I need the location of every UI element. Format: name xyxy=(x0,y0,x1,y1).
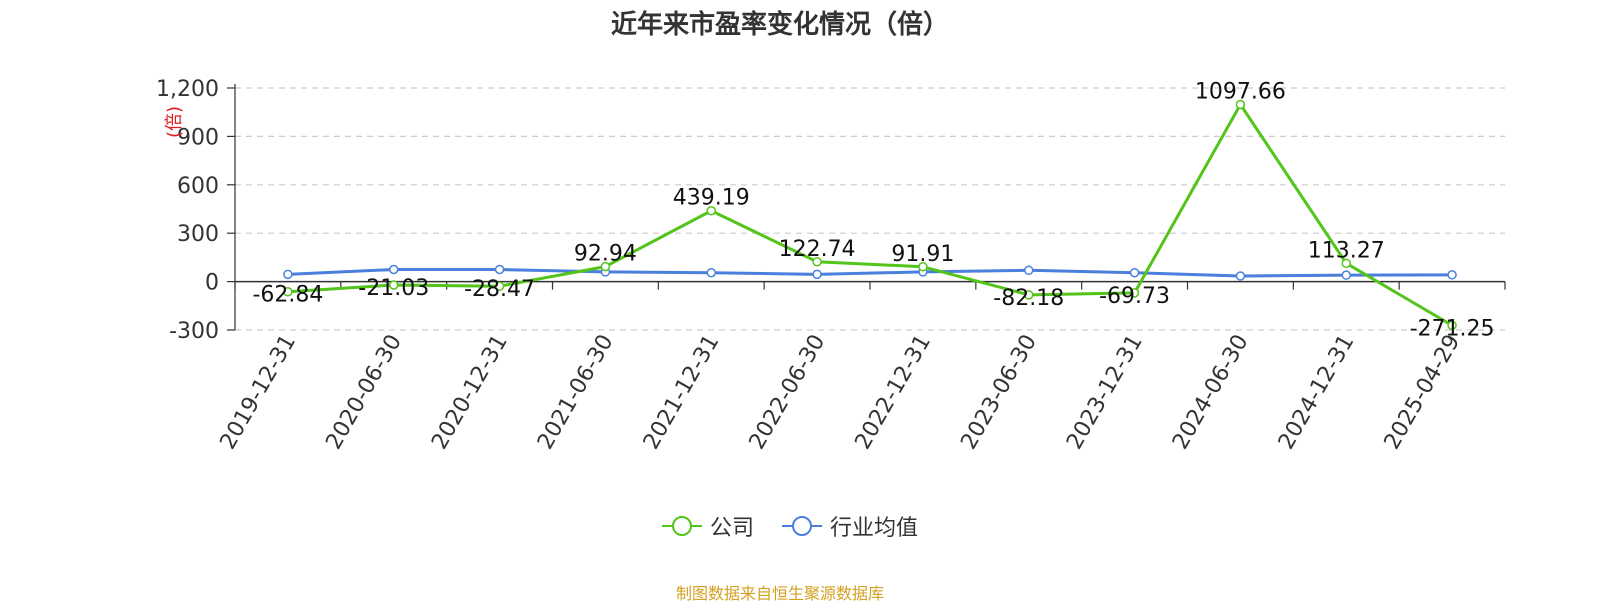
data-point-industry-average[interactable] xyxy=(389,264,399,275)
data-label-company: 1097.66 xyxy=(1195,80,1286,105)
data-point-company[interactable] xyxy=(1129,288,1140,298)
x-tick-label: 2020-06-30 xyxy=(321,331,407,454)
x-tick-label: 2022-06-30 xyxy=(745,331,831,454)
data-point-company[interactable] xyxy=(600,261,611,272)
data-label-company: -82.18 xyxy=(993,286,1064,311)
data-label-company: -28.47 xyxy=(464,277,535,302)
data-labels: -62.84 -21.03 -28.47 92.94 439.19 122.74 91.91… xyxy=(252,80,1494,342)
data-point-industry-average[interactable] xyxy=(1447,270,1457,280)
x-tick-label: 2023-06-30 xyxy=(956,331,1042,454)
data-point-company[interactable] xyxy=(389,280,399,290)
source-note: 制图数据来自恒生聚源数据库 xyxy=(675,584,884,603)
x-tick-label: 2024-06-30 xyxy=(1168,331,1254,454)
data-point-company[interactable] xyxy=(1341,258,1351,269)
data-label-company: -69.73 xyxy=(1099,284,1170,309)
legend-item-industry-average[interactable]: 行业均值 xyxy=(782,510,918,542)
legend-item-company[interactable]: 公司 xyxy=(661,510,754,542)
y-tick-label: -300 xyxy=(169,319,219,344)
x-tick-label: 2020-12-31 xyxy=(427,331,513,454)
data-point-industry-average[interactable] xyxy=(494,264,505,275)
data-label-company: 122.74 xyxy=(779,237,856,262)
x-tick-label: 2021-12-31 xyxy=(639,331,725,454)
data-point-company[interactable] xyxy=(706,205,716,216)
x-tick-label: 2023-12-31 xyxy=(1062,331,1148,454)
data-point-industry-average[interactable] xyxy=(283,269,293,280)
y-tick-label: 900 xyxy=(177,125,219,150)
legend-company-marker-icon xyxy=(661,516,702,536)
data-label-company: 91.91 xyxy=(891,242,954,267)
data-point-company[interactable] xyxy=(283,286,293,297)
x-tick-label: 2024-12-31 xyxy=(1274,331,1360,454)
data-point-industry-average[interactable] xyxy=(706,267,716,278)
data-point-company[interactable] xyxy=(494,281,505,291)
data-label-company: 439.19 xyxy=(673,186,750,211)
x-tick-label: 2025-04-29 xyxy=(1380,331,1466,454)
data-point-company[interactable] xyxy=(1024,290,1034,300)
data-point-company[interactable] xyxy=(1235,99,1246,110)
data-point-industry-average[interactable] xyxy=(1129,267,1140,278)
data-point-industry-average[interactable] xyxy=(812,269,822,280)
data-label-company: -62.84 xyxy=(252,283,323,308)
series-lines xyxy=(283,99,1457,331)
y-tick-label: 600 xyxy=(177,174,219,199)
axes: -300 0 300 600 900 1,200 (倍) 2019-12-31 2020-06-… xyxy=(156,77,1506,454)
grid-lines xyxy=(235,87,1505,331)
chart-title: 近年来市盈率变化情况（倍） xyxy=(610,10,949,40)
data-point-company[interactable] xyxy=(918,262,928,272)
x-tick-label: 2019-12-31 xyxy=(216,331,302,454)
data-label-company: 92.94 xyxy=(574,242,637,267)
x-tick-label: 2022-12-31 xyxy=(851,331,937,454)
legend-industry-label: 行业均值 xyxy=(830,516,919,541)
legend-company-label: 公司 xyxy=(709,516,754,541)
data-point-company[interactable] xyxy=(812,257,822,267)
data-point-company[interactable] xyxy=(1447,320,1457,331)
legend: 公司 行业均值 xyxy=(0,510,1580,542)
data-point-industry-average[interactable] xyxy=(1235,271,1246,281)
series-line-company xyxy=(287,103,1453,327)
data-label-company: 113.27 xyxy=(1308,238,1385,263)
x-tick-label: 2021-06-30 xyxy=(533,331,619,454)
data-point-industry-average[interactable] xyxy=(1341,270,1351,280)
legend-industry-marker-icon xyxy=(782,516,822,536)
y-tick-label: 0 xyxy=(205,271,219,296)
y-tick-label: 300 xyxy=(177,222,219,247)
data-label-company: -21.03 xyxy=(358,276,429,301)
y-axis-label: (倍) xyxy=(164,106,185,138)
data-point-industry-average[interactable] xyxy=(1024,265,1034,276)
y-tick-label: 1,200 xyxy=(156,77,219,102)
data-label-company: -271.25 xyxy=(1410,316,1495,341)
series-line-industry-average xyxy=(287,268,1453,278)
